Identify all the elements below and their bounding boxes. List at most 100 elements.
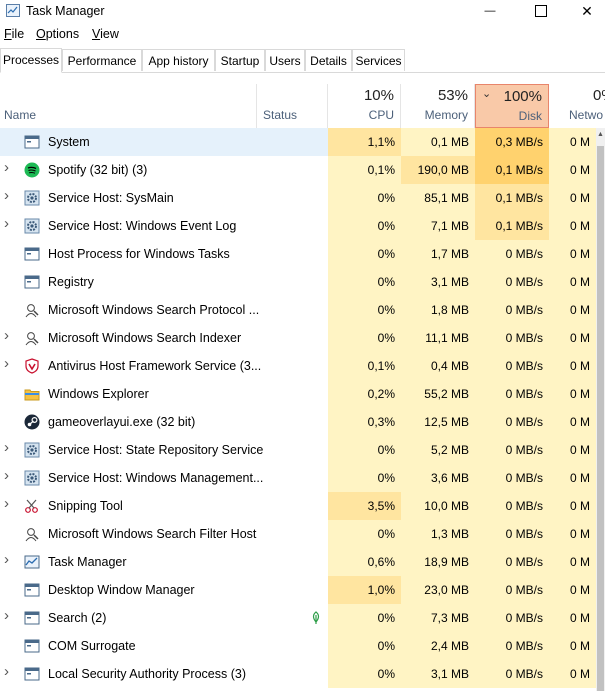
process-row[interactable]: › Antivirus Host Framework Service (3... 0… — [0, 352, 596, 380]
tab-users[interactable]: Users — [265, 49, 305, 71]
process-name: Snipping Tool — [48, 499, 123, 513]
process-name-cell: Microsoft Windows Search Protocol ... — [0, 296, 328, 324]
process-row[interactable]: › Service Host: Windows Management... 0% 3,… — [0, 464, 596, 492]
process-name-cell: › Antivirus Host Framework Service (3... — [0, 352, 328, 380]
disk-value: 0,1 MB/s — [475, 156, 549, 184]
expand-chevron-icon[interactable]: › — [4, 187, 9, 204]
process-name-cell: › Service Host: Windows Event Log — [0, 212, 328, 240]
process-name-cell: › Local Security Authority Process (3) — [0, 660, 328, 688]
sort-descending-icon: ⌄ — [482, 88, 492, 100]
process-row[interactable]: › Snipping Tool 3,5% 10,0 MB 0 MB/s 0 M — [0, 492, 596, 520]
process-name: Microsoft Windows Search Protocol ... — [48, 303, 260, 317]
vertical-scrollbar[interactable]: ▲ — [596, 128, 605, 691]
cpu-value: 0% — [328, 240, 401, 268]
process-name: Search (2) — [48, 611, 107, 625]
column-network[interactable]: 0% Netwo — [549, 84, 605, 128]
gear-icon — [24, 442, 40, 458]
expand-chevron-icon[interactable]: › — [4, 439, 9, 456]
column-cpu[interactable]: 10% CPU — [328, 84, 401, 128]
expand-chevron-icon[interactable]: › — [4, 215, 9, 232]
window-icon — [24, 246, 40, 262]
window-icon — [24, 610, 40, 626]
process-row[interactable]: System 1,1% 0,1 MB 0,3 MB/s 0 M — [0, 128, 596, 156]
cpu-value: 0,1% — [328, 352, 401, 380]
menu-options[interactable]: Options — [36, 27, 79, 41]
tab-services[interactable]: Services — [352, 49, 405, 71]
process-name: Registry — [48, 275, 94, 289]
column-name-label: Name — [4, 108, 37, 122]
process-row[interactable]: › Search (2) 0% 7,3 MB 0 MB/s 0 M — [0, 604, 596, 632]
tab-processes[interactable]: Processes — [0, 48, 62, 73]
task-manager-icon — [24, 554, 40, 570]
process-name: Desktop Window Manager — [48, 583, 195, 597]
tab-startup[interactable]: Startup — [215, 49, 265, 71]
window-icon — [24, 582, 40, 598]
disk-value: 0,3 MB/s — [475, 128, 549, 156]
memory-value: 3,6 MB — [401, 464, 475, 492]
column-status[interactable]: Status — [257, 84, 328, 128]
process-row[interactable]: › Local Security Authority Process (3) 0% 3… — [0, 660, 596, 688]
expand-chevron-icon[interactable]: › — [4, 159, 9, 176]
expand-chevron-icon[interactable]: › — [4, 327, 9, 344]
minimize-button[interactable]: — — [467, 0, 513, 22]
scrollbar-thumb[interactable] — [597, 146, 604, 691]
disk-value: 0 MB/s — [475, 464, 549, 492]
expand-chevron-icon[interactable]: › — [4, 607, 9, 624]
cpu-value: 0,6% — [328, 548, 401, 576]
shield-icon — [24, 358, 40, 374]
process-name: Spotify (32 bit) (3) — [48, 163, 148, 177]
process-row[interactable]: › Spotify (32 bit) (3) 0,1% 190,0 MB 0,1 MB/… — [0, 156, 596, 184]
expand-chevron-icon[interactable]: › — [4, 495, 9, 512]
cpu-total-percent: 10% — [363, 87, 394, 104]
process-name: Microsoft Windows Search Filter Host — [48, 527, 257, 541]
process-row[interactable]: gameoverlayui.exe (32 bit) 0,3% 12,5 MB 0 M… — [0, 408, 596, 436]
process-name-cell: Microsoft Windows Search Filter Host — [0, 520, 328, 548]
process-name: COM Surrogate — [48, 639, 136, 653]
column-disk-label: Disk — [518, 109, 542, 123]
cpu-value: 0% — [328, 296, 401, 324]
process-row[interactable]: › Service Host: Windows Event Log 0% 7,1 MB… — [0, 212, 596, 240]
column-header-row: Name Status 10% CPU 53% Memory ⌄ 100% Di… — [0, 84, 605, 128]
memory-value: 2,4 MB — [401, 632, 475, 660]
process-name-cell: Registry — [0, 268, 328, 296]
title-bar: Task Manager — ✕ — [0, 0, 605, 24]
process-row[interactable]: › Service Host: SysMain 0% 85,1 MB 0,1 MB/s 0… — [0, 184, 596, 212]
menu-view-label: iew — [100, 27, 119, 41]
process-row[interactable]: › Task Manager 0,6% 18,9 MB 0 MB/s 0 M — [0, 548, 596, 576]
process-row[interactable]: Microsoft Windows Search Protocol ... 0% 1… — [0, 296, 596, 324]
process-row[interactable]: Microsoft Windows Search Filter Host 0% 1,… — [0, 520, 596, 548]
menu-view[interactable]: View — [92, 27, 119, 41]
process-name: Antivirus Host Framework Service (3... — [48, 359, 262, 373]
column-name[interactable]: Name — [0, 84, 257, 128]
maximize-button[interactable] — [518, 0, 564, 22]
expand-chevron-icon[interactable]: › — [4, 467, 9, 484]
column-memory[interactable]: 53% Memory — [401, 84, 475, 128]
column-disk[interactable]: ⌄ 100% Disk — [475, 84, 549, 128]
window-icon — [24, 666, 40, 682]
network-value: 0 M — [549, 324, 596, 352]
process-name-cell: › Snipping Tool — [0, 492, 328, 520]
expand-chevron-icon[interactable]: › — [4, 551, 9, 568]
tab-app-history[interactable]: App history — [142, 49, 215, 71]
disk-total-percent: 100% — [503, 88, 542, 105]
expand-chevron-icon[interactable]: › — [4, 355, 9, 372]
memory-value: 3,1 MB — [401, 268, 475, 296]
process-row[interactable]: Registry 0% 3,1 MB 0 MB/s 0 M — [0, 268, 596, 296]
process-row[interactable]: › Microsoft Windows Search Indexer 0% 11,1 … — [0, 324, 596, 352]
process-row[interactable]: COM Surrogate 0% 2,4 MB 0 MB/s 0 M — [0, 632, 596, 660]
menu-file[interactable]: File — [4, 27, 24, 41]
expand-chevron-icon[interactable]: › — [4, 663, 9, 680]
process-name: Microsoft Windows Search Indexer — [48, 331, 242, 345]
scroll-up-arrow-icon[interactable]: ▲ — [597, 131, 604, 138]
process-row[interactable]: › Service Host: State Repository Service 0… — [0, 436, 596, 464]
process-name: Service Host: Windows Event Log — [48, 219, 237, 233]
process-name-cell: › Service Host: SysMain — [0, 184, 328, 212]
tab-performance[interactable]: Performance — [62, 49, 142, 71]
process-row[interactable]: Host Process for Windows Tasks 0% 1,7 MB 0 … — [0, 240, 596, 268]
process-row[interactable]: Desktop Window Manager 1,0% 23,0 MB 0 MB/s 0… — [0, 576, 596, 604]
window-icon — [24, 638, 40, 654]
tab-details[interactable]: Details — [305, 49, 352, 71]
close-icon: ✕ — [581, 2, 593, 19]
close-button[interactable]: ✕ — [564, 0, 605, 22]
process-row[interactable]: Windows Explorer 0,2% 55,2 MB 0 MB/s 0 M — [0, 380, 596, 408]
